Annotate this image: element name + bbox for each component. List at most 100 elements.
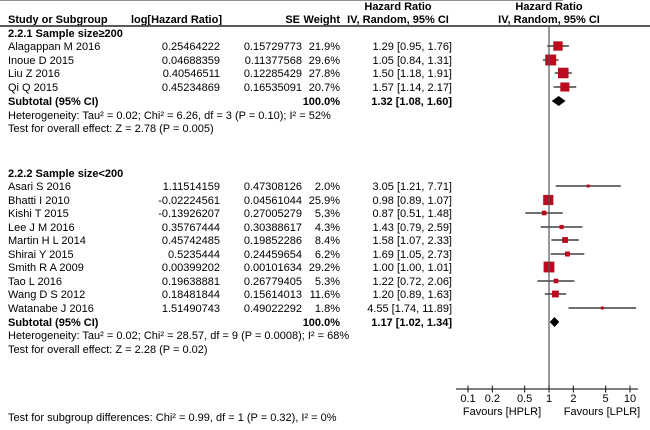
study-name: Inoue D 2015 <box>8 55 75 67</box>
subtotal-ci-text: 1.32 [1.08, 1.60] <box>371 96 452 108</box>
study-weight: 5.3% <box>314 208 340 220</box>
study-name: Wang D S 2012 <box>8 289 86 301</box>
study-weight: 27.8% <box>308 68 340 80</box>
study-ci-text: 1.00 [1.00, 1.01] <box>372 262 452 274</box>
x-tick-label: 0.5 <box>516 393 533 405</box>
effect-square <box>559 224 564 230</box>
study-loghr: 0.00399202 <box>161 262 220 274</box>
study-name: Watanabe J 2016 <box>8 303 94 315</box>
study-se: 0.47308126 <box>243 181 302 193</box>
study-name: Bhatti I 2010 <box>8 195 70 207</box>
study-ci-text: 1.58 [1.07, 2.33] <box>372 235 452 247</box>
study-name: Alagappan M 2016 <box>8 41 101 53</box>
study-se: 0.15729773 <box>243 41 302 53</box>
effect-square <box>564 251 570 257</box>
effect-square <box>586 184 590 188</box>
study-se: 0.12285429 <box>243 68 302 80</box>
study-loghr: 0.45234869 <box>161 82 220 94</box>
study-loghr: 0.04688359 <box>161 55 220 67</box>
effect-square <box>553 278 559 284</box>
study-se: 0.49022292 <box>243 303 302 315</box>
overall-effect-text: Test for overall effect: Z = 2.78 (P = 0… <box>8 123 214 135</box>
study-weight: 25.9% <box>308 195 340 207</box>
study-loghr: 0.25464222 <box>161 41 220 53</box>
col-header-hr-ci: IV, Random, 95% CI <box>347 14 449 26</box>
effect-square <box>600 306 604 310</box>
col-header-plot-ci: IV, Random, 95% CI <box>498 14 600 26</box>
study-se: 0.15614013 <box>243 289 302 301</box>
effect-square <box>552 290 559 298</box>
figure-top-border <box>0 0 563 1</box>
study-ci-text: 1.29 [0.95, 1.76] <box>372 41 452 53</box>
col-header-weight: Weight <box>303 14 340 26</box>
effect-square <box>557 67 569 79</box>
effect-square <box>541 210 547 216</box>
subgroup-title: 2.2.1 Sample size≥200 <box>8 28 123 40</box>
study-loghr: 1.51490743 <box>161 303 220 315</box>
study-name: Lee J M 2016 <box>8 222 75 234</box>
study-loghr: 0.18481844 <box>161 289 220 301</box>
study-loghr: -0.02224561 <box>158 195 220 207</box>
subtotal-weight: 100.0% <box>302 317 340 329</box>
study-loghr: 1.11514159 <box>162 181 220 193</box>
study-ci-text: 3.05 [1.21, 7.71] <box>372 181 452 193</box>
study-weight: 21.9% <box>308 41 340 53</box>
study-loghr: 0.19638881 <box>161 276 220 288</box>
study-ci-text: 1.57 [1.14, 2.17] <box>372 82 452 94</box>
study-ci-text: 1.22 [0.72, 2.06] <box>372 276 452 288</box>
study-se: 0.16535091 <box>243 82 302 94</box>
study-se: 0.27005279 <box>243 208 302 220</box>
subtotal-ci-text: 1.17 [1.02, 1.34] <box>371 317 452 329</box>
study-weight: 20.7% <box>308 82 340 94</box>
study-weight: 5.3% <box>314 276 340 288</box>
study-loghr: 0.35767444 <box>161 222 220 234</box>
x-tick-label: 0.1 <box>460 393 476 405</box>
col-header-se: SE <box>285 14 300 26</box>
heterogeneity-text: Heterogeneity: Tau² = 0.02; Chi² = 6.26,… <box>8 110 331 122</box>
study-ci-text: 0.98 [0.89, 1.07] <box>372 195 452 207</box>
subgroup-difference-text: Test for subgroup differences: Chi² = 0.… <box>8 412 337 424</box>
favours-left-label: Favours [HPLR] <box>462 406 542 418</box>
study-name: Qi Q 2015 <box>8 82 59 94</box>
col-header-study: Study or Subgroup <box>8 14 108 26</box>
study-weight: 29.2% <box>308 262 340 274</box>
subtotal-weight: 100.0% <box>302 96 340 108</box>
effect-square <box>545 54 557 66</box>
study-ci-text: 1.20 [0.89, 1.63] <box>372 289 452 301</box>
study-se: 0.26779405 <box>243 276 302 288</box>
x-tick-label: 2 <box>570 393 577 405</box>
plot-column-title: Hazard Ratio <box>515 1 583 13</box>
study-weight: 1.8% <box>314 303 340 315</box>
subtotal-label: Subtotal (95% CI) <box>8 96 99 108</box>
study-loghr: 0.40546511 <box>162 68 220 80</box>
effect-square <box>562 237 568 243</box>
study-weight: 29.6% <box>308 55 340 67</box>
hr-column-title: Hazard Ratio <box>364 1 432 13</box>
effect-square <box>543 194 554 206</box>
study-loghr: 0.45742485 <box>161 235 220 247</box>
study-weight: 8.4% <box>314 235 340 247</box>
effect-square <box>560 82 570 92</box>
study-se: 0.11377568 <box>244 55 302 67</box>
study-ci-text: 1.69 [1.05, 2.73] <box>372 249 452 261</box>
study-weight: 6.2% <box>314 249 340 261</box>
study-loghr: -0.13926207 <box>158 208 220 220</box>
study-ci-text: 0.87 [0.51, 1.48] <box>372 208 452 220</box>
x-tick-label: 1 <box>545 393 553 405</box>
subgroup-title: 2.2.2 Sample size<200 <box>8 168 124 180</box>
subtotal-diamond <box>549 317 560 327</box>
study-se: 0.24459654 <box>243 249 302 261</box>
study-name: Asari S 2016 <box>8 181 71 193</box>
study-name: Liu Z 2016 <box>8 68 60 80</box>
study-ci-text: 1.05 [0.84, 1.31] <box>372 55 452 67</box>
study-weight: 11.6% <box>309 289 340 301</box>
study-name: Kishi T 2015 <box>8 208 69 220</box>
x-tick-label: 10 <box>623 393 637 405</box>
study-se: 0.30388617 <box>243 222 302 234</box>
study-se: 0.19852286 <box>243 235 302 247</box>
subtotal-diamond <box>551 96 566 106</box>
study-se: 0.04561044 <box>243 195 302 207</box>
x-tick-label: 5 <box>602 393 609 405</box>
study-weight: 4.3% <box>314 222 340 234</box>
